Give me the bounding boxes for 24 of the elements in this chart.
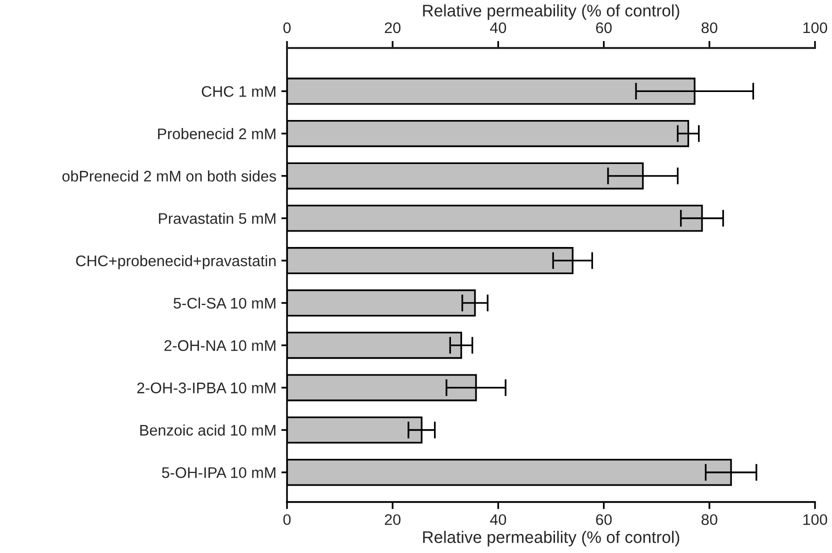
y-tick-label: Benzoic acid 10 mM (140, 424, 276, 436)
y-tick-label: CHC 1 mM (202, 86, 276, 97)
x2-axis-title: Relative permeability (% of control) (423, 4, 680, 20)
y-tick-label: 5-OH-IPA 10 mM (162, 467, 276, 478)
x-tick-label: 60 (596, 514, 612, 526)
x-tick-label: 40 (490, 514, 506, 526)
y-tick-label: obPrenecid 2 mM on both sides (62, 170, 276, 182)
x-tick-label: 80 (702, 514, 718, 526)
y-tick-label: Pravastatin 5 mM (158, 212, 276, 224)
x2-tick-label: 80 (702, 22, 718, 34)
x-tick-label: 0 (283, 514, 291, 526)
x-tick-label: 100 (803, 514, 828, 526)
y-tick-label: 5-Cl-SA 10 mM (174, 297, 276, 309)
y-tick-label: CHC+probenecid+pravastatin (76, 255, 276, 270)
x2-tick-label: 100 (803, 22, 828, 34)
y-tick-label: 2-OH-NA 10 mM (164, 340, 276, 351)
y-tick-label: 2-OH-3-IPBA 10 mM (137, 382, 276, 394)
x2-tick-label: 40 (490, 22, 506, 34)
x2-tick-label: 0 (283, 22, 291, 34)
y-tick-label: Probenecid 2 mM (158, 128, 276, 140)
x-axis-title: Relative permeability (% of control) (423, 530, 680, 546)
x2-tick-label: 60 (596, 22, 612, 34)
x-tick-label: 20 (384, 514, 400, 526)
x2-tick-label: 20 (384, 22, 400, 34)
